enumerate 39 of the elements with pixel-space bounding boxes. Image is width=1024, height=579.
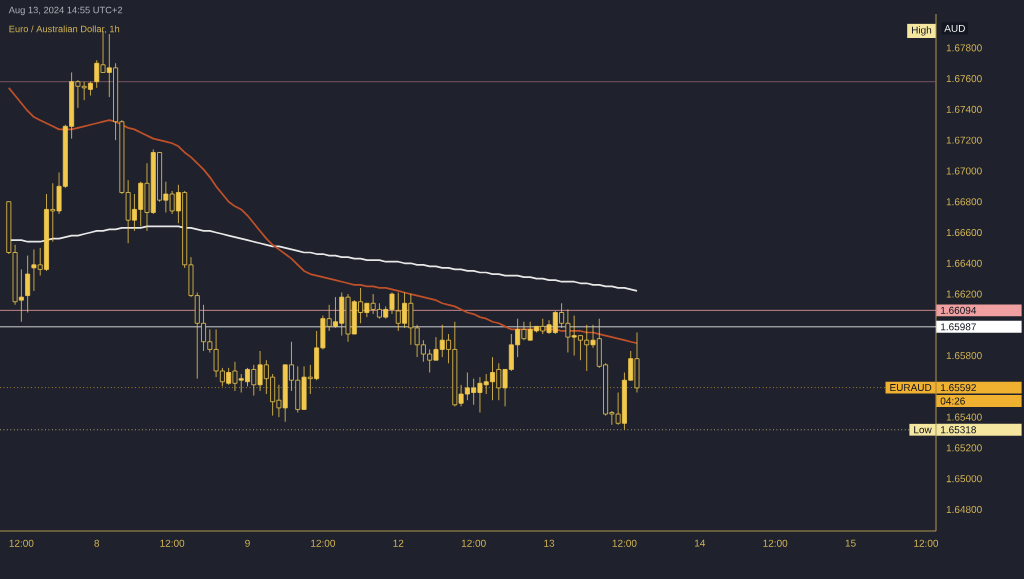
- x-tick-label: 12: [393, 539, 404, 547]
- y-tick-label: 1.67000: [946, 167, 982, 175]
- chart-subtitle: Aug 13, 2024 14:55 UTC+2: [8, 6, 123, 16]
- y-tick-label: 1.65400: [946, 413, 982, 421]
- y-tick-label: 1.65200: [946, 444, 982, 452]
- x-tick-label: 12:00: [461, 539, 486, 547]
- y-tick-label: 1.65000: [946, 475, 982, 483]
- y-tick-label: 1.64800: [946, 505, 982, 513]
- x-tick-label: 8: [94, 539, 100, 547]
- y-tick-label: 1.65800: [946, 352, 982, 360]
- x-tick-label: 14: [695, 539, 706, 547]
- y-tick-label: 1.67600: [946, 75, 982, 83]
- y-tick-label: 1.67200: [946, 136, 982, 144]
- ref-line-label: 1.65592: [941, 384, 976, 392]
- annotation: EURAUD: [890, 384, 932, 392]
- x-tick-label: 12:00: [9, 539, 34, 547]
- x-tick-label: 13: [544, 539, 555, 547]
- y-axis-title: AUD: [944, 24, 965, 32]
- x-tick-label: 9: [245, 539, 250, 547]
- x-tick-label: 15: [845, 539, 856, 547]
- text: Euro / Australian Dollar, 1h: [9, 25, 120, 34]
- annotation: Low: [914, 426, 932, 434]
- x-tick-label: 12:00: [612, 539, 637, 547]
- ref-line-label: 1.65987: [941, 323, 976, 331]
- y-tick-label: 1.66200: [946, 290, 982, 298]
- y-tick-label: 1.66800: [946, 198, 982, 206]
- ref-line-label: 1.66094: [941, 306, 977, 314]
- x-tick-label: 12:00: [311, 539, 336, 547]
- x-tick-label: 12:00: [914, 539, 939, 547]
- ref-line-label: 1.65318: [941, 426, 976, 434]
- x-tick-label: 12:00: [160, 539, 185, 547]
- candlestick: [25, 255, 31, 313]
- y-tick-label: 1.67800: [946, 44, 982, 52]
- y-tick-label: 1.66400: [946, 259, 982, 267]
- text: 04:26: [940, 397, 965, 405]
- annotation: High: [911, 26, 932, 36]
- y-tick-label: 1.66600: [946, 228, 982, 237]
- x-tick-label: 12:00: [763, 539, 788, 547]
- y-tick-label: 1.67400: [946, 105, 982, 113]
